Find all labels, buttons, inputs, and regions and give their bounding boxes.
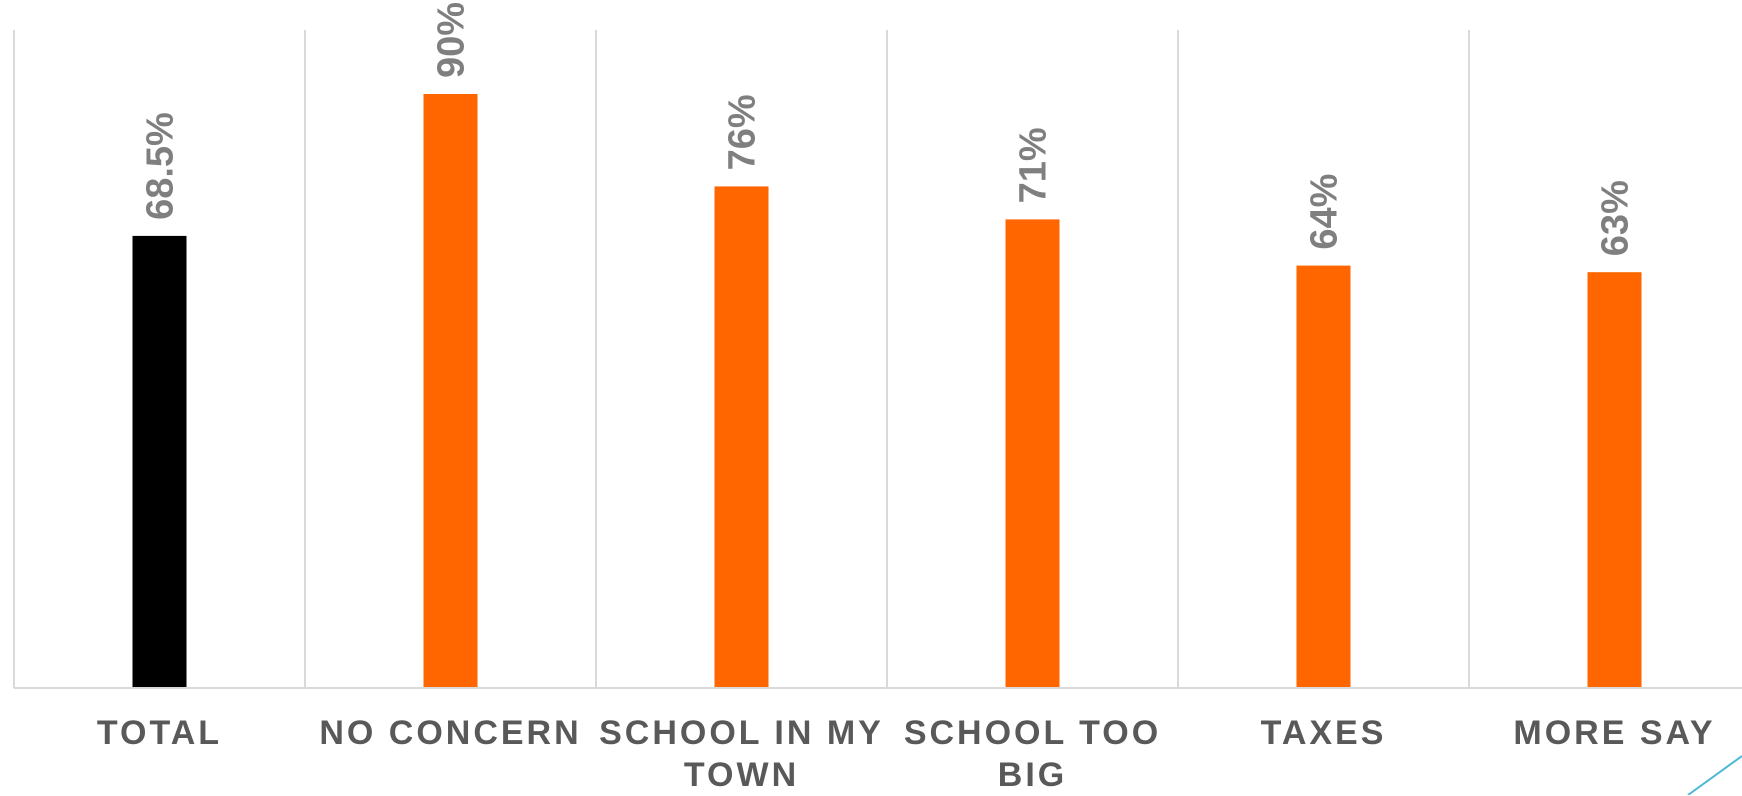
data-labels: 68.5% 90% 76% 71% 64% 63% [140, 2, 1637, 256]
decorative-accent-line [1687, 755, 1742, 795]
bar-more-say [1587, 272, 1642, 688]
data-label: 76% [722, 94, 764, 170]
bar-school-too-big [1005, 219, 1060, 688]
category-label-more-say: MORE SAY [1513, 714, 1716, 752]
data-label: 63% [1595, 180, 1637, 256]
data-label: 64% [1304, 174, 1346, 250]
category-label-school-in-my-town: SCHOOL IN MY TOWN [599, 714, 884, 794]
bar-total [132, 235, 187, 688]
bar-taxes [1296, 265, 1351, 688]
category-label-no-concern: NO CONCERN [319, 714, 582, 752]
bars [132, 94, 1642, 688]
data-label: 68.5% [140, 112, 182, 220]
data-label: 71% [1013, 127, 1055, 203]
bar-no-concern [423, 94, 478, 688]
bar-school-in-my-town [714, 186, 769, 688]
gridlines [13, 30, 1470, 688]
category-label-taxes: TAXES [1260, 714, 1387, 752]
category-label-total: TOTAL [96, 714, 223, 752]
category-label-school-too-big: SCHOOL TOO BIG [903, 714, 1162, 794]
data-label: 90% [431, 2, 473, 78]
